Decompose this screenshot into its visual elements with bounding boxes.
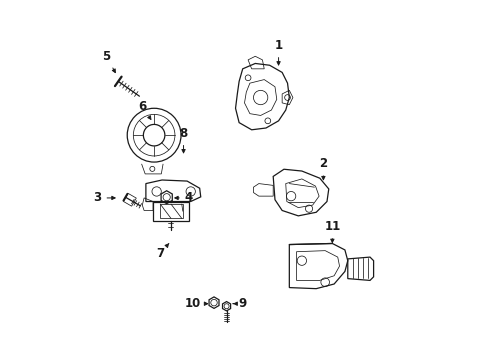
Text: 5: 5 [102,50,115,73]
Text: 2: 2 [319,157,327,180]
Text: 11: 11 [324,220,340,243]
Text: 6: 6 [138,100,151,120]
Text: 4: 4 [175,192,193,204]
Text: 10: 10 [184,297,207,310]
Text: 7: 7 [156,243,168,260]
Text: 9: 9 [233,297,246,310]
Text: 3: 3 [93,192,115,204]
Text: 8: 8 [179,127,187,153]
Text: 1: 1 [274,39,282,65]
